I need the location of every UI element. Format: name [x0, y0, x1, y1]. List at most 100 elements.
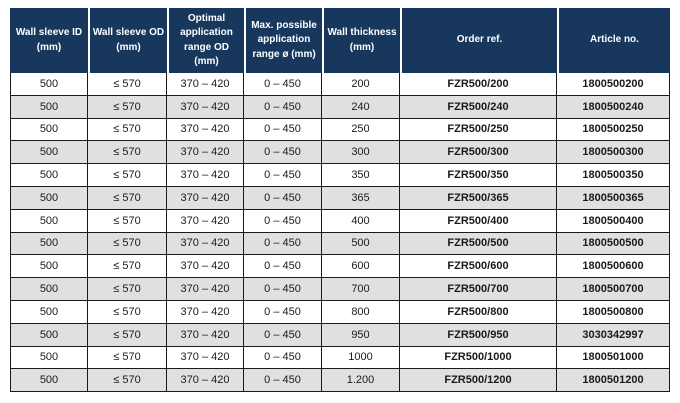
table-row: 500 ≤ 570 370 – 420 0 – 450 800 FZR500/800 180… [10, 300, 670, 324]
wall-sleeve-id-cell: 500 [10, 278, 88, 301]
article-no-cell: 1800500300 [557, 141, 670, 165]
order-ref-cell: FZR500/240 [400, 95, 557, 119]
wall-sleeve-od-cell: ≤ 570 [88, 164, 167, 187]
max-possible-range-cell: 0 – 450 [244, 300, 322, 324]
wall-sleeve-od-cell: ≤ 570 [88, 369, 167, 393]
optimal-range-od-cell: 370 – 420 [167, 323, 244, 347]
optimal-range-od-cell: 370 – 420 [167, 346, 244, 370]
table-row: 500 ≤ 570 370 – 420 0 – 450 700 FZR500/700 180… [10, 278, 670, 301]
article-no-cell: 1800500365 [557, 186, 670, 210]
wall-sleeve-od-cell: ≤ 570 [88, 323, 167, 347]
table-row: 500 ≤ 570 370 – 420 0 – 450 500 FZR500/500 180… [10, 232, 670, 256]
wall-thickness-cell: 250 [322, 118, 400, 142]
order-ref-cell: FZR500/365 [400, 186, 557, 210]
order-ref-cell: FZR500/1000 [400, 346, 557, 370]
order-ref-cell: FZR500/500 [400, 232, 557, 256]
wall-sleeve-id-cell: 500 [10, 73, 88, 96]
wall-sleeve-od-cell: ≤ 570 [88, 118, 167, 142]
order-ref-cell: FZR500/400 [400, 209, 557, 233]
wall-sleeve-id-cell: 500 [10, 141, 88, 165]
wall-thickness-cell: 600 [322, 255, 400, 279]
article-no-cell: 1800500800 [557, 300, 670, 324]
column-header-wall-sleeve-id: Wall sleeve ID (mm) [10, 8, 88, 73]
article-no-cell: 1800500200 [557, 73, 670, 96]
optimal-range-od-cell: 370 – 420 [167, 232, 244, 256]
optimal-range-od-cell: 370 – 420 [167, 209, 244, 233]
article-no-cell: 1800500600 [557, 255, 670, 279]
table-container: Wall sleeve ID (mm) Wall sleeve OD (mm) … [10, 8, 670, 393]
wall-sleeve-id-cell: 500 [10, 323, 88, 347]
wall-sleeve-spec-table: Wall sleeve ID (mm) Wall sleeve OD (mm) … [10, 8, 670, 393]
article-no-cell: 1800500700 [557, 278, 670, 301]
wall-sleeve-od-cell: ≤ 570 [88, 141, 167, 165]
max-possible-range-cell: 0 – 450 [244, 164, 322, 187]
wall-sleeve-id-cell: 500 [10, 209, 88, 233]
wall-thickness-cell: 350 [322, 164, 400, 187]
order-ref-cell: FZR500/350 [400, 164, 557, 187]
max-possible-range-cell: 0 – 450 [244, 278, 322, 301]
column-header-article-no: Article no. [557, 8, 670, 73]
wall-thickness-cell: 300 [322, 141, 400, 165]
wall-thickness-cell: 365 [322, 186, 400, 210]
table-row: 500 ≤ 570 370 – 420 0 – 450 350 FZR500/350 180… [10, 164, 670, 187]
table-header-row: Wall sleeve ID (mm) Wall sleeve OD (mm) … [10, 8, 670, 73]
wall-sleeve-od-cell: ≤ 570 [88, 300, 167, 324]
wall-sleeve-od-cell: ≤ 570 [88, 209, 167, 233]
max-possible-range-cell: 0 – 450 [244, 323, 322, 347]
wall-sleeve-id-cell: 500 [10, 369, 88, 393]
max-possible-range-cell: 0 – 450 [244, 73, 322, 96]
order-ref-cell: FZR500/600 [400, 255, 557, 279]
wall-thickness-cell: 1000 [322, 346, 400, 370]
wall-sleeve-id-cell: 500 [10, 95, 88, 119]
optimal-range-od-cell: 370 – 420 [167, 164, 244, 187]
wall-sleeve-id-cell: 500 [10, 232, 88, 256]
article-no-cell: 1800500500 [557, 232, 670, 256]
wall-sleeve-od-cell: ≤ 570 [88, 232, 167, 256]
article-no-cell: 1800500350 [557, 164, 670, 187]
wall-sleeve-od-cell: ≤ 570 [88, 186, 167, 210]
max-possible-range-cell: 0 – 450 [244, 209, 322, 233]
max-possible-range-cell: 0 – 450 [244, 95, 322, 119]
optimal-range-od-cell: 370 – 420 [167, 118, 244, 142]
wall-sleeve-od-cell: ≤ 570 [88, 278, 167, 301]
optimal-range-od-cell: 370 – 420 [167, 95, 244, 119]
column-header-wall-thickness: Wall thickness (mm) [322, 8, 400, 73]
wall-sleeve-od-cell: ≤ 570 [88, 255, 167, 279]
optimal-range-od-cell: 370 – 420 [167, 300, 244, 324]
wall-thickness-cell: 200 [322, 73, 400, 96]
order-ref-cell: FZR500/950 [400, 323, 557, 347]
article-no-cell: 1800500240 [557, 95, 670, 119]
order-ref-cell: FZR500/250 [400, 118, 557, 142]
table-row: 500 ≤ 570 370 – 420 0 – 450 300 FZR500/300 180… [10, 141, 670, 165]
column-header-wall-sleeve-od: Wall sleeve OD (mm) [88, 8, 167, 73]
order-ref-cell: FZR500/800 [400, 300, 557, 324]
order-ref-cell: FZR500/300 [400, 141, 557, 165]
wall-thickness-cell: 700 [322, 278, 400, 301]
article-no-cell: 3030342997 [557, 323, 670, 347]
wall-thickness-cell: 950 [322, 323, 400, 347]
table-row: 500 ≤ 570 370 – 420 0 – 450 1000 FZR500/1000 1… [10, 346, 670, 370]
wall-thickness-cell: 800 [322, 300, 400, 324]
wall-sleeve-id-cell: 500 [10, 346, 88, 370]
optimal-range-od-cell: 370 – 420 [167, 186, 244, 210]
table-row: 500 ≤ 570 370 – 420 0 – 450 600 FZR500/600 180… [10, 255, 670, 279]
optimal-range-od-cell: 370 – 420 [167, 255, 244, 279]
wall-sleeve-id-cell: 500 [10, 300, 88, 324]
wall-sleeve-od-cell: ≤ 570 [88, 95, 167, 119]
table-body: 500 ≤ 570 370 – 420 0 – 450 200 FZR500/200 180… [10, 73, 670, 393]
table-row: 500 ≤ 570 370 – 420 0 – 450 250 FZR500/250 180… [10, 118, 670, 142]
table-row: 500 ≤ 570 370 – 420 0 – 450 365 FZR500/365 180… [10, 186, 670, 210]
wall-sleeve-od-cell: ≤ 570 [88, 346, 167, 370]
table-row: 500 ≤ 570 370 – 420 0 – 450 400 FZR500/400 180… [10, 209, 670, 233]
max-possible-range-cell: 0 – 450 [244, 346, 322, 370]
wall-sleeve-id-cell: 500 [10, 164, 88, 187]
max-possible-range-cell: 0 – 450 [244, 232, 322, 256]
article-no-cell: 1800501200 [557, 369, 670, 393]
wall-sleeve-id-cell: 500 [10, 186, 88, 210]
order-ref-cell: FZR500/1200 [400, 369, 557, 393]
optimal-range-od-cell: 370 – 420 [167, 369, 244, 393]
max-possible-range-cell: 0 – 450 [244, 369, 322, 393]
max-possible-range-cell: 0 – 450 [244, 141, 322, 165]
order-ref-cell: FZR500/700 [400, 278, 557, 301]
